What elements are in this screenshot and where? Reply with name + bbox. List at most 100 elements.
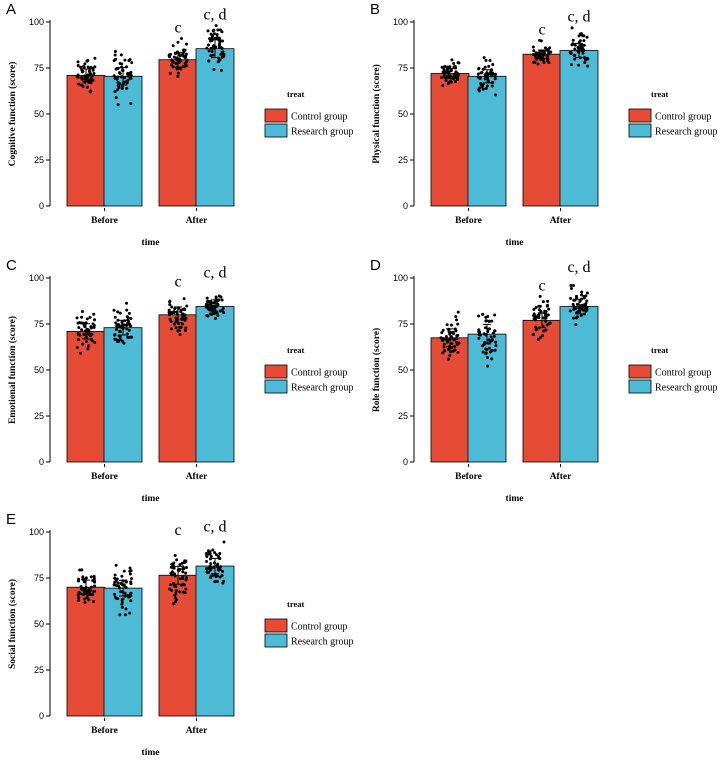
data-point (173, 307, 177, 311)
data-point (172, 561, 176, 565)
data-point (129, 580, 133, 584)
data-point (209, 301, 213, 305)
data-point (175, 558, 179, 562)
data-point (444, 78, 448, 82)
data-point (114, 578, 118, 582)
data-point (212, 301, 216, 305)
data-point (494, 344, 498, 348)
data-point (182, 50, 186, 54)
panel-letter: E (6, 511, 16, 528)
data-point (116, 310, 120, 314)
data-point (129, 591, 133, 595)
data-point (548, 321, 552, 325)
data-point (209, 306, 213, 310)
y-tick-label: 75 (398, 319, 408, 329)
data-point (179, 310, 183, 314)
chart-svg: E 0 25 50 75 100 Social function (score) Before… (6, 511, 353, 758)
data-point (80, 328, 84, 332)
data-point (184, 559, 188, 563)
bar-after-control-group (158, 59, 198, 207)
y-tick-label: 75 (34, 573, 44, 583)
panel-letter: D (370, 257, 381, 274)
data-point (114, 57, 118, 61)
data-point (219, 295, 223, 299)
y-tick-label: 25 (34, 155, 44, 165)
data-point (113, 315, 117, 319)
data-point (571, 316, 575, 320)
data-point (118, 62, 122, 66)
data-point (210, 35, 214, 39)
data-point (77, 596, 81, 600)
data-point (126, 335, 130, 339)
data-point (92, 325, 96, 329)
data-point (125, 72, 129, 76)
data-point (544, 316, 548, 320)
data-point (171, 602, 175, 606)
data-point (130, 61, 134, 65)
data-point (215, 553, 219, 557)
data-point (75, 316, 79, 320)
data-point (489, 335, 493, 339)
data-point (482, 56, 486, 60)
data-point (118, 72, 122, 76)
data-point (477, 314, 481, 318)
data-point (130, 577, 134, 581)
data-point (585, 299, 589, 303)
data-point (184, 54, 188, 58)
data-point (81, 593, 85, 597)
legend-swatch (264, 364, 288, 379)
data-point (488, 340, 492, 344)
y-tick-label: 100 (393, 273, 408, 283)
data-point (492, 334, 496, 338)
data-point (113, 333, 117, 337)
y-tick-label: 0 (39, 457, 44, 467)
y-tick-label: 25 (34, 411, 44, 421)
data-point (125, 86, 129, 90)
data-point (580, 33, 584, 37)
data-point (83, 597, 87, 601)
bar-before-control-group (66, 74, 106, 207)
data-point (169, 327, 173, 331)
data-point (444, 70, 448, 74)
data-point (88, 70, 92, 74)
data-point (582, 48, 586, 52)
data-point (177, 60, 181, 64)
data-point (449, 80, 453, 84)
data-point (547, 61, 551, 65)
y-tick-label: 100 (29, 527, 44, 537)
data-point (443, 75, 447, 79)
data-point (78, 351, 82, 355)
x-axis-title: time (506, 238, 524, 248)
data-point (182, 297, 186, 301)
significance-annotation: c, d (567, 9, 590, 26)
data-point (489, 349, 493, 353)
data-point (93, 584, 97, 588)
data-point (217, 45, 221, 49)
data-point (480, 70, 484, 74)
data-point (542, 316, 546, 320)
data-point (215, 310, 219, 314)
data-point (440, 331, 444, 335)
data-point (83, 601, 87, 605)
data-point (176, 74, 180, 78)
data-point (113, 573, 117, 577)
data-point (80, 76, 84, 80)
data-point (448, 65, 452, 69)
data-point (454, 79, 458, 83)
bar-after-control-group (158, 574, 198, 717)
y-tick-label: 0 (39, 201, 44, 211)
legend-swatch (264, 379, 288, 394)
significance-annotation: c (538, 21, 545, 38)
data-point (494, 340, 498, 344)
data-point (451, 330, 455, 334)
panel-letter: C (6, 257, 17, 274)
data-point (457, 61, 461, 65)
data-point (112, 592, 116, 596)
data-point (220, 573, 224, 577)
data-point (182, 582, 186, 586)
data-point (449, 350, 453, 354)
data-point (571, 302, 575, 306)
x-tick-label: After (186, 216, 208, 226)
data-point (579, 314, 583, 318)
data-point (86, 78, 90, 82)
